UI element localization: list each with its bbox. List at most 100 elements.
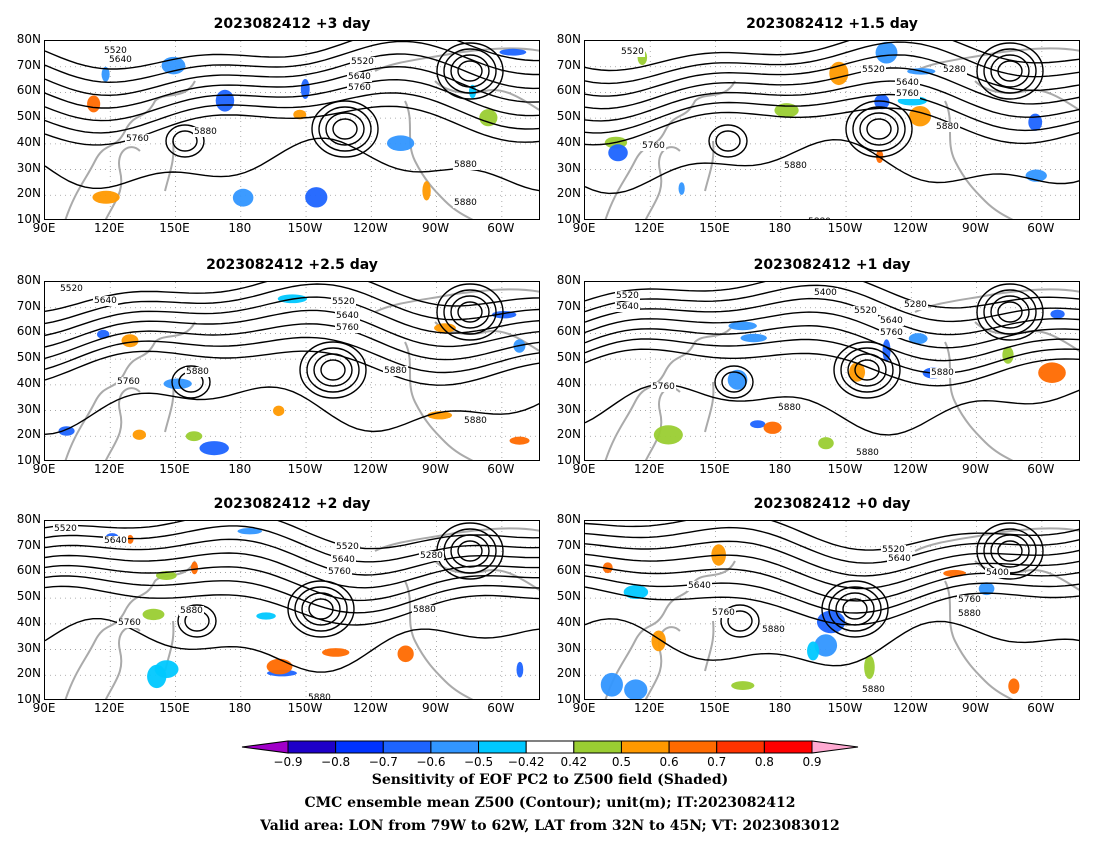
- z500-closed-contour: [990, 54, 1030, 88]
- sensitivity-patch: [978, 582, 995, 596]
- contour-label: 5520: [53, 524, 78, 534]
- colorbar-swatch: [620, 740, 670, 754]
- latitude-label: 10N: [16, 212, 41, 226]
- latitude-label: 40N: [16, 375, 41, 390]
- z500-closed-contour: [450, 534, 490, 568]
- z500-closed-contour: [457, 301, 483, 323]
- z500-contour: [45, 296, 539, 337]
- sensitivity-patch: [728, 321, 757, 331]
- longitude-label: 90E: [572, 462, 596, 476]
- contour-label: 5880: [861, 685, 886, 695]
- colorbar-tick-label: 0.8: [754, 755, 774, 769]
- z500-contour: [585, 618, 1079, 667]
- contour-label: 5880: [193, 127, 218, 137]
- longitude-label: 150E: [159, 701, 190, 715]
- sensitivity-patch: [58, 426, 75, 436]
- sensitivity-patch: [499, 48, 527, 56]
- contour-label: 5520: [861, 65, 886, 75]
- panel-title: 2023082412 +2.5 day: [206, 257, 378, 273]
- sensitivity-patch: [163, 378, 192, 390]
- sensitivity-patch: [237, 528, 263, 535]
- longitude-label: 150E: [159, 221, 190, 235]
- z500-closed-contour: [997, 540, 1023, 562]
- z500-closed-contour: [847, 353, 887, 387]
- contour-label: 5880: [783, 161, 808, 171]
- sensitivity-patch: [909, 105, 932, 127]
- z500-closed-contour: [443, 528, 497, 574]
- z500-closed-contour: [976, 522, 1044, 580]
- z500-closed-contour: [294, 586, 348, 632]
- contour-label: 5880: [935, 122, 960, 132]
- panel-title: 2023082412 +2 day: [213, 496, 371, 512]
- sensitivity-patch: [300, 79, 310, 99]
- z500-closed-contour: [835, 592, 875, 626]
- map-panel: 5520 5640 5400 5640 5760 5880 5760 5880 5880: [584, 520, 1080, 700]
- latitude-label: 60N: [16, 563, 41, 578]
- map-panel: 5520 5640 5520 5640 5760 5760 5880 5880 5880: [44, 281, 540, 461]
- sensitivity-patch: [322, 648, 350, 657]
- z500-closed-contour: [720, 604, 760, 638]
- latitude-label: 50N: [16, 350, 41, 365]
- contour-label: 5760: [711, 608, 736, 618]
- caption-line-3: Valid area: LON from 79W to 62W, LAT fro…: [260, 818, 840, 834]
- longitude-label: 120W: [892, 221, 928, 235]
- contour-label: 5880: [307, 693, 332, 699]
- sensitivity-patch: [232, 188, 254, 207]
- z500-closed-contour: [990, 295, 1030, 329]
- z500-closed-contour: [976, 42, 1044, 100]
- contour-label: 5520: [335, 542, 360, 552]
- contour-label: 5880: [185, 367, 210, 377]
- latitude-label: 70N: [556, 537, 581, 552]
- sensitivity-patch: [97, 329, 110, 339]
- sensitivity-patch: [190, 561, 199, 575]
- z500-contour: [585, 338, 1079, 375]
- sensitivity-patch: [623, 585, 649, 599]
- contour-label: 5640: [331, 555, 356, 565]
- z500-closed-contour: [172, 130, 198, 152]
- contour-label: 5760: [347, 83, 372, 93]
- contour-label: 5640: [615, 302, 640, 312]
- latitude-label: 50N: [16, 589, 41, 604]
- contour-label: 5520: [615, 291, 640, 301]
- longitude-label: 150E: [159, 462, 190, 476]
- z500-closed-contour: [976, 283, 1044, 341]
- longitude-label: 150E: [699, 221, 730, 235]
- longitude-label: 180: [768, 701, 792, 715]
- latitude-label: 80N: [16, 273, 41, 287]
- contour-label: 5640: [335, 311, 360, 321]
- z500-contour: [45, 78, 539, 122]
- z500-closed-contour: [821, 580, 889, 638]
- sensitivity-patch: [516, 661, 524, 678]
- z500-closed-contour: [287, 580, 355, 638]
- contour-label: 5400: [813, 288, 838, 298]
- contour-label: 5640: [687, 581, 712, 591]
- z500-closed-contour: [997, 301, 1023, 323]
- map-canvas: [45, 521, 539, 699]
- z500-contour: [45, 65, 539, 109]
- contour-label: 5640: [108, 55, 133, 65]
- latitude-label: 10N: [16, 692, 41, 706]
- latitude-label: 30N: [16, 160, 41, 175]
- contour-label: 5640: [93, 296, 118, 306]
- z500-contour: [45, 552, 539, 589]
- z500-contour: [45, 41, 539, 84]
- map-panel: 552052805520564057605760588058805880: [584, 40, 1080, 220]
- longitude-label: 120E: [94, 701, 125, 715]
- colorbar-tick-label: −0.42: [507, 755, 545, 769]
- colorbar-canvas: [241, 740, 859, 754]
- colorbar-tick-label: −0.6: [416, 755, 446, 769]
- coastline: [704, 620, 715, 672]
- sensitivity-patch: [763, 421, 782, 434]
- coastline: [604, 560, 736, 699]
- contour-label: 5880: [957, 609, 982, 619]
- contour-label: 5280: [942, 65, 967, 75]
- z500-closed-contour: [320, 359, 346, 381]
- map-canvas: [45, 282, 539, 460]
- longitude-label: 90W: [422, 462, 450, 476]
- longitude-label: 90W: [962, 462, 990, 476]
- sensitivity-patch: [132, 429, 147, 440]
- z500-closed-contour: [306, 347, 360, 393]
- sensitivity-patch: [154, 660, 179, 678]
- contour-label: 5400: [985, 568, 1010, 578]
- z500-contour: [585, 348, 1079, 387]
